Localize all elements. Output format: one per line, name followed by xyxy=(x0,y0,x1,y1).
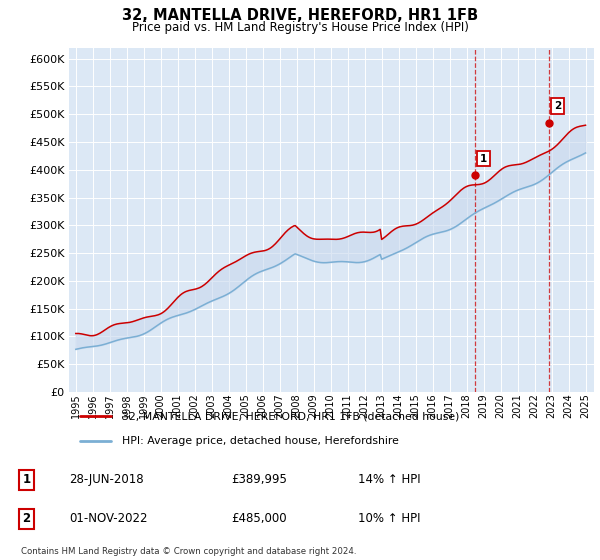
Text: 28-JUN-2018: 28-JUN-2018 xyxy=(70,473,144,487)
Text: 2: 2 xyxy=(554,101,561,111)
Text: 32, MANTELLA DRIVE, HEREFORD, HR1 1FB (detached house): 32, MANTELLA DRIVE, HEREFORD, HR1 1FB (d… xyxy=(121,411,459,421)
Text: £485,000: £485,000 xyxy=(231,512,287,525)
Text: 32, MANTELLA DRIVE, HEREFORD, HR1 1FB: 32, MANTELLA DRIVE, HEREFORD, HR1 1FB xyxy=(122,8,478,24)
Text: HPI: Average price, detached house, Herefordshire: HPI: Average price, detached house, Here… xyxy=(121,436,398,446)
Text: 01-NOV-2022: 01-NOV-2022 xyxy=(70,512,148,525)
Text: Price paid vs. HM Land Registry's House Price Index (HPI): Price paid vs. HM Land Registry's House … xyxy=(131,21,469,34)
Text: £389,995: £389,995 xyxy=(231,473,287,487)
Text: 2: 2 xyxy=(22,512,31,525)
Text: 10% ↑ HPI: 10% ↑ HPI xyxy=(358,512,420,525)
Text: 1: 1 xyxy=(22,473,31,487)
Text: 1: 1 xyxy=(480,153,487,164)
Text: Contains HM Land Registry data © Crown copyright and database right 2024.: Contains HM Land Registry data © Crown c… xyxy=(20,547,356,556)
Text: 14% ↑ HPI: 14% ↑ HPI xyxy=(358,473,420,487)
